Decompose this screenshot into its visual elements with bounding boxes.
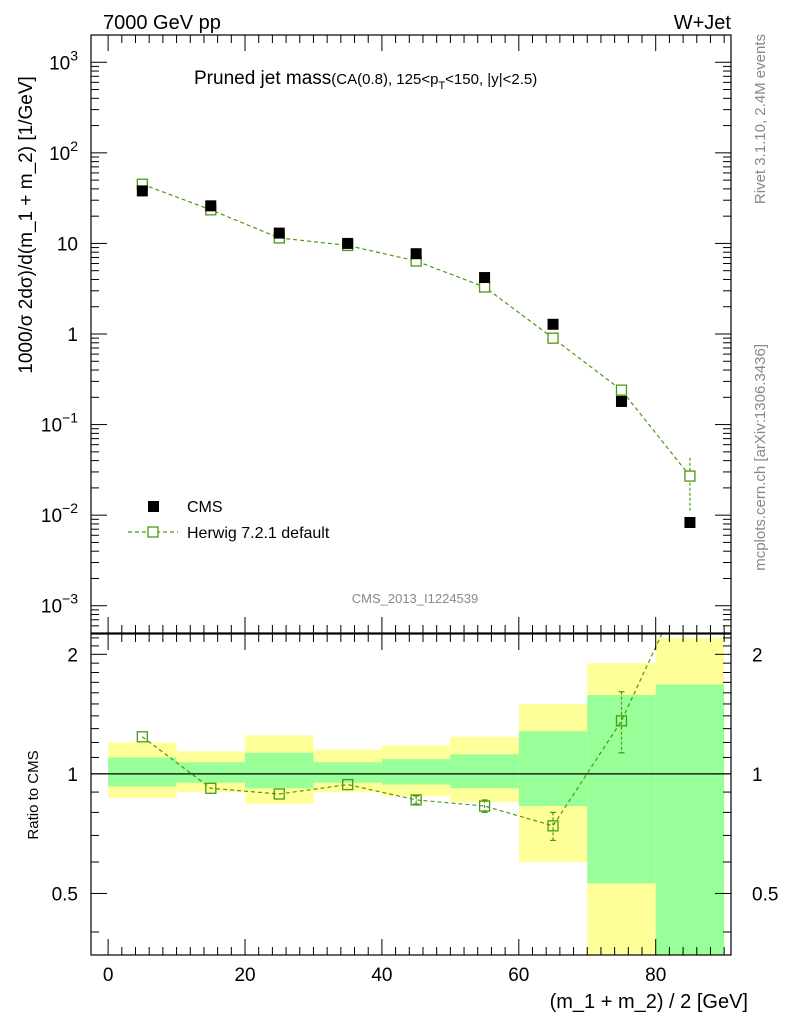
band-inner [176, 762, 246, 783]
band-inner [655, 684, 725, 955]
xtick-label: 20 [234, 965, 255, 986]
header-right: W+Jet [674, 12, 732, 34]
main-ytick-label: 102 [49, 138, 78, 165]
title-sub-rest: <150, |y|<2.5) [445, 71, 537, 88]
ratio-ytick-label-right: 0.5 [752, 884, 778, 905]
band-inner [108, 757, 177, 787]
data-point [410, 248, 422, 260]
mc-point [684, 470, 696, 482]
ratio-ytick-labels: 0.5 0.5 1 1 2 2 [52, 645, 779, 905]
watermark: CMS_2013_I1224539 [352, 591, 479, 606]
mc-line [142, 183, 691, 477]
ratio-bands [108, 637, 725, 955]
main-ytick-label: 10−3 [41, 591, 78, 618]
ytick-base: 10 [57, 234, 78, 255]
title-main: Pruned jet mass [194, 68, 331, 89]
mc-ratio-point [615, 715, 628, 727]
mc-point [547, 332, 559, 344]
band-inner [245, 752, 314, 789]
ratio-ytick-label: 0.5 [52, 884, 78, 905]
ytick-exponent: 2 [70, 138, 78, 154]
title-sub: (CA(0.8), 125<p [331, 71, 438, 88]
ytick-base: 10 [49, 53, 70, 74]
data-point [342, 237, 354, 249]
main-ylabel: 1000/σ 2dσ)/d(m_1 + m_2) [1/GeV] [16, 76, 37, 374]
legend-mc-label: Herwig 7.2.1 default [187, 525, 330, 542]
main-ytick-label: 10−1 [41, 410, 78, 437]
main-ytick-label: 10 [57, 234, 78, 255]
legend-mc-marker [147, 526, 159, 538]
data-point [684, 516, 696, 528]
header-left: 7000 GeV pp [103, 12, 221, 34]
ratio-ytick-label-right: 2 [752, 645, 763, 666]
mc-ratio-point [547, 820, 559, 832]
mc-point [478, 281, 491, 293]
ytick-exponent: −3 [62, 591, 78, 607]
ytick-base: 10 [41, 416, 62, 437]
ytick-exponent: −2 [62, 500, 78, 516]
main-ticks [91, 34, 731, 634]
band-inner [518, 731, 588, 807]
xtick-label: 80 [645, 965, 666, 986]
mc-ratio-point [410, 794, 422, 806]
data-point [547, 318, 559, 330]
mc-series-main [136, 178, 696, 512]
ytick-exponent: −1 [62, 410, 78, 426]
mc-ratio-point [205, 782, 217, 794]
band-inner [313, 762, 382, 783]
mc-ratio-point [478, 800, 491, 812]
mc-point [615, 384, 628, 396]
main-frame [90, 34, 732, 634]
band-inner [450, 754, 519, 789]
ytick-exponent: 3 [70, 47, 78, 63]
xtick-label: 60 [508, 965, 529, 986]
ratio-ytick-label: 2 [67, 645, 78, 666]
data-series-main [136, 185, 696, 528]
ratio-ytick-label: 1 [67, 765, 78, 786]
legend-cms-label: CMS [187, 499, 223, 516]
mc-ratio-point [273, 788, 285, 800]
rivet-label: Rivet 3.1.10, 2.4M events [752, 34, 769, 204]
xlabel: (m_1 + m_2) / 2 [GeV] [550, 991, 748, 1013]
ratio-ylabel: Ratio to CMS [25, 750, 42, 839]
ytick-base: 10 [41, 597, 62, 618]
mc-ratio-point [136, 731, 148, 743]
ratio-frame [90, 633, 732, 956]
xtick-label: 0 [103, 965, 114, 986]
ytick-base: 10 [49, 144, 70, 165]
data-point [479, 272, 491, 284]
xtick-labels: 0 20 40 60 80 [103, 965, 666, 986]
mc-ratio-line [141, 634, 663, 827]
main-ytick-label: 10−2 [41, 500, 78, 527]
mc-ratio-point [685, 568, 695, 578]
main-ytick-label: 1 [67, 325, 78, 346]
main-ytick-label: 103 [49, 47, 78, 74]
data-point [615, 395, 627, 407]
mc-ratio-point [342, 778, 354, 791]
data-point [136, 185, 148, 197]
mcplots-label: mcplots.cern.ch [arXiv:1306.3436] [752, 344, 769, 571]
ratio-ytick-label-right: 1 [752, 765, 763, 786]
legend-cms-marker [148, 501, 159, 512]
mc-series-ratio [136, 568, 695, 842]
ratio-panel: 0.5 0.5 1 1 2 2 0 20 40 60 80 Ratio to CMS (m_1 +… [25, 568, 779, 1013]
xtick-label: 40 [371, 965, 392, 986]
ytick-base: 10 [41, 506, 62, 527]
legend: CMS Herwig 7.2.1 default [128, 499, 330, 542]
data-point [273, 227, 285, 239]
data-point [205, 200, 217, 212]
chart-title: Pruned jet mass(CA(0.8), 125<pT<150, |y|… [194, 68, 537, 92]
ratio-ticks [91, 634, 731, 955]
ytick-base: 1 [67, 325, 78, 346]
band-inner [381, 759, 451, 785]
title-sub-subscript: T [438, 80, 445, 92]
